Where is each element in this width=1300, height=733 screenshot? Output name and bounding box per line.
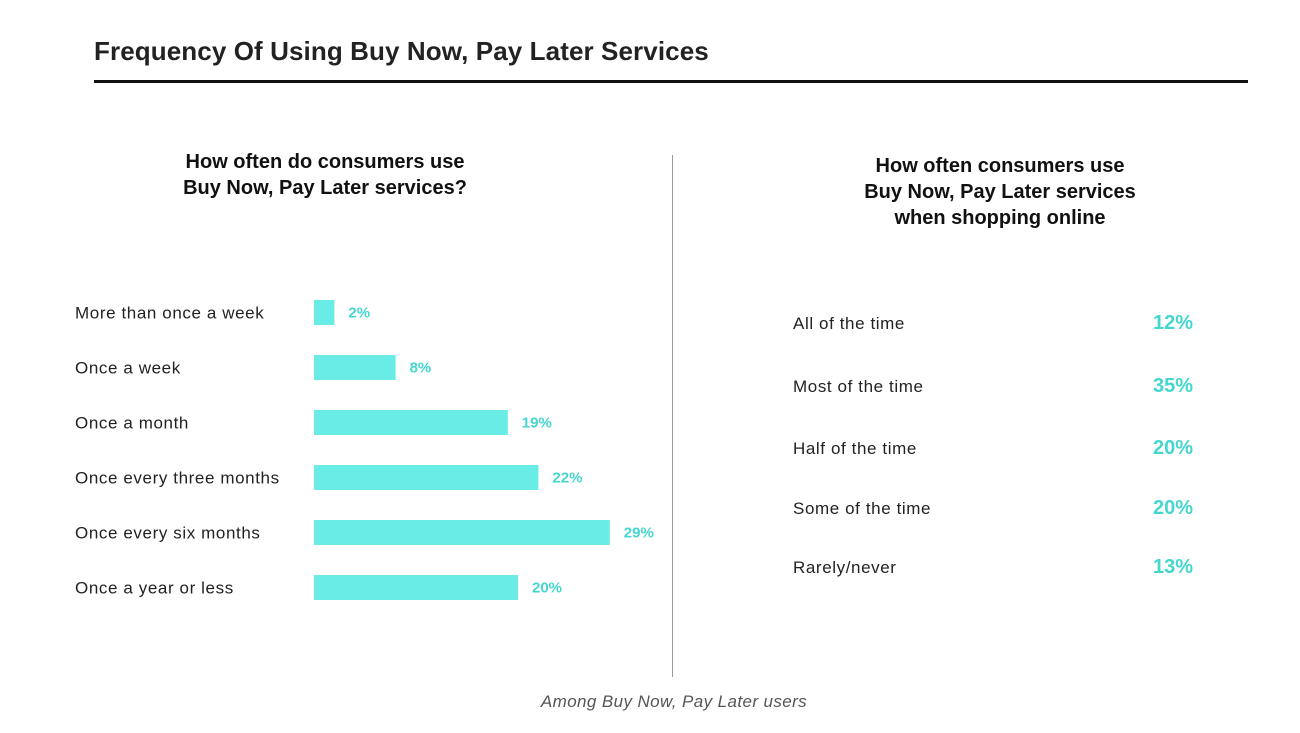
category-label-more-than-once-a-week: More than once a week [75,304,264,323]
value-label-once-a-month: 19% [522,415,552,432]
online-row-label: Rarely/never [793,558,897,577]
online-row-value: 12% [1153,312,1194,334]
bar-once-every-six-months [314,520,610,545]
online-row-label: All of the time [793,314,905,333]
category-label-once-a-week: Once a week [75,359,181,378]
online-row-label: Most of the time [793,377,924,396]
value-label-once-every-six-months: 29% [624,525,654,542]
bar-once-a-week [314,355,396,380]
online-row-most: Most of the time 35% [793,373,1213,403]
right-chart-title-line: Buy Now, Pay Later services [864,181,1136,203]
page-title: Frequency Of Using Buy Now, Pay Later Se… [94,36,709,66]
left-chart-title-line: Buy Now, Pay Later services? [183,177,467,199]
category-label-once-a-year-or-less: Once a year or less [75,579,234,598]
category-label-once-every-six-months: Once every six months [75,524,261,543]
title-rule [94,80,1248,83]
bar-more-than-once-a-week [314,300,335,325]
value-label-once-a-year-or-less: 20% [532,580,562,597]
online-row-label: Some of the time [793,499,932,518]
value-label-once-a-week: 8% [410,360,432,377]
bar-once-every-three-months [314,465,539,490]
bar-once-a-month [314,410,508,435]
footnote: Among Buy Now, Pay Later users [540,692,808,711]
right-chart-title-line: How often consumers use [875,155,1125,177]
online-row-half: Half of the time 20% [793,435,1213,465]
online-row-some: Some of the time 20% [793,495,1213,525]
left-chart-title: How often do consumers use Buy Now, Pay … [120,149,530,201]
category-label-once-a-month: Once a month [75,414,189,433]
online-row-label: Half of the time [793,439,917,458]
right-chart-title-line: when shopping online [894,207,1106,229]
bar-once-a-year-or-less [314,575,518,600]
online-row-value: 13% [1153,556,1194,578]
online-row-value: 20% [1153,437,1194,459]
value-label-once-every-three-months: 22% [552,470,582,487]
online-row-rarely: Rarely/never 13% [793,554,1213,584]
right-chart-title: How often consumers use Buy Now, Pay Lat… [790,153,1210,231]
category-label-once-every-three-months: Once every three months [75,469,280,488]
value-label-more-than-once-a-week: 2% [348,305,370,322]
online-row-value: 35% [1153,375,1194,397]
online-row-all: All of the time 12% [793,310,1213,340]
online-row-value: 20% [1153,497,1194,519]
left-chart-title-line: How often do consumers use [185,151,465,173]
column-divider [672,155,673,677]
